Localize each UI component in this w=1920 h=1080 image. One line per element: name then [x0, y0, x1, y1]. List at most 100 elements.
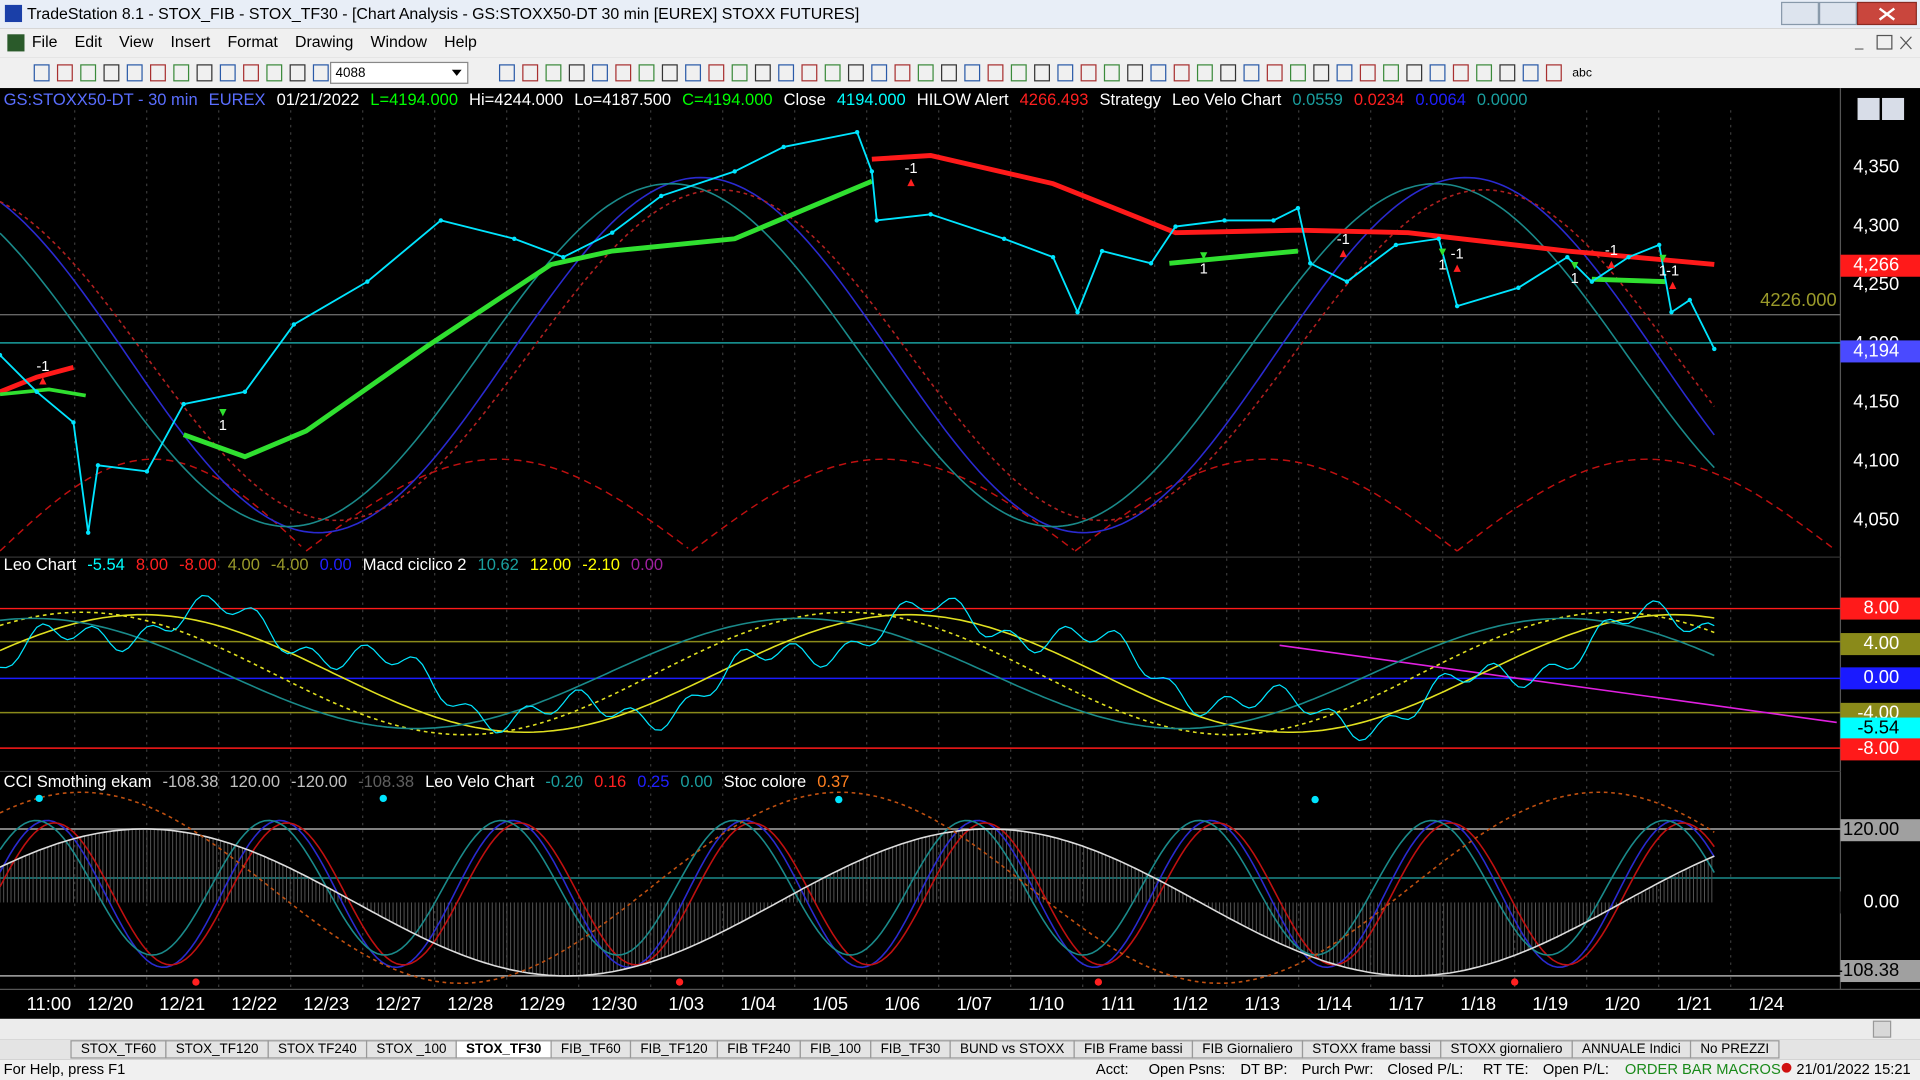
stoc-dot [1511, 978, 1519, 986]
chart-minimize[interactable] [1857, 97, 1880, 120]
tab-label: STOX_TF30 [466, 1041, 541, 1056]
tool-button[interactable] [312, 64, 329, 82]
tool-button[interactable] [1266, 64, 1283, 82]
tool-button[interactable] [941, 64, 957, 82]
axis-value-box-text: 0.00 [1863, 666, 1899, 687]
tool-button[interactable] [126, 64, 143, 82]
tool-button[interactable] [1173, 64, 1190, 82]
price-dot [869, 169, 875, 174]
tool-button[interactable] [1336, 64, 1353, 82]
tool-button[interactable] [592, 64, 608, 82]
tool-button[interactable] [568, 64, 585, 82]
chart-restore[interactable] [1882, 97, 1905, 120]
tool-button[interactable] [1220, 64, 1237, 82]
cycle-arc [305, 458, 689, 552]
tool-button[interactable] [847, 64, 864, 82]
tool-button[interactable] [1103, 64, 1120, 82]
tool-button[interactable] [894, 64, 911, 82]
tool-button[interactable] [661, 64, 678, 82]
tool-button[interactable] [638, 64, 655, 82]
menu-item[interactable]: Insert [171, 34, 211, 51]
tool-button[interactable] [987, 64, 1004, 82]
menu-item[interactable]: Drawing [295, 34, 353, 51]
tool-button[interactable] [917, 64, 934, 82]
tool-button[interactable] [1406, 64, 1423, 82]
tool-button[interactable] [1476, 64, 1493, 82]
tool-button[interactable] [731, 64, 748, 82]
tool-button[interactable] [1522, 64, 1539, 82]
time-axis-label: 1/03 [668, 993, 704, 1014]
menu-item[interactable]: File [32, 34, 58, 51]
tool-button[interactable] [80, 64, 97, 82]
tool-button[interactable] [1545, 64, 1562, 82]
tool-button[interactable] [871, 64, 888, 82]
symbol-combo[interactable] [330, 61, 469, 84]
tab[interactable] [1689, 1040, 1780, 1059]
tool-button[interactable] [173, 64, 190, 82]
tool-button[interactable] [219, 64, 236, 82]
window-title: TradeStation 8.1 - STOX_FIB - STOX_TF30 … [27, 6, 859, 23]
tool-button[interactable] [801, 64, 818, 82]
tool-button[interactable] [1243, 64, 1260, 82]
time-axis-label: 12/28 [447, 993, 493, 1014]
tool-button[interactable] [56, 64, 73, 82]
tool-button[interactable] [498, 64, 515, 82]
tool-button[interactable] [1359, 64, 1376, 82]
tool-button[interactable] [1452, 64, 1469, 82]
tool-button[interactable] [1057, 64, 1074, 82]
pane-header-item: 0.16 [594, 772, 626, 791]
tool-button[interactable] [1010, 64, 1027, 82]
price-dot [1308, 261, 1313, 266]
tool-button[interactable] [196, 64, 213, 82]
price-axis-label: 4,150 [1853, 391, 1899, 412]
tool-button[interactable] [615, 64, 632, 82]
price-dot [732, 169, 737, 174]
scrollbar[interactable] [0, 1018, 1920, 1040]
menu-item[interactable]: Edit [75, 34, 103, 51]
mdi-close[interactable] [1899, 36, 1912, 50]
menu-item[interactable]: Format [227, 34, 278, 51]
tool-button[interactable] [1499, 64, 1516, 82]
tool-button[interactable] [289, 64, 306, 82]
tool-button[interactable] [754, 64, 771, 82]
tool-button[interactable] [964, 64, 981, 82]
minimize-button[interactable] [1781, 1, 1819, 26]
pane-header-item: 0.00 [631, 555, 663, 574]
tool-button[interactable] [1429, 64, 1446, 82]
tool-button[interactable] [150, 64, 166, 82]
tool-button[interactable] [778, 64, 795, 82]
maximize-button[interactable] [1818, 1, 1857, 26]
price-dot [1393, 242, 1399, 248]
tool-button[interactable] [33, 64, 50, 82]
menu-item[interactable]: Help [444, 34, 477, 51]
tool-button[interactable] [1290, 64, 1306, 82]
tool-button[interactable] [708, 64, 725, 82]
tool-button[interactable] [1080, 64, 1097, 82]
tool-button[interactable] [522, 64, 539, 82]
mdi-minimize[interactable]: _ [1854, 35, 1864, 51]
tool-button[interactable] [824, 64, 841, 82]
tool-button[interactable] [1196, 64, 1213, 82]
velo-teal [0, 819, 1715, 956]
tool-button[interactable] [1313, 64, 1330, 82]
status-help: For Help, press F1 [4, 1062, 126, 1078]
tab-label: STOXX frame bassi [1312, 1041, 1431, 1056]
tool-button[interactable] [1150, 64, 1167, 82]
signal-label: -1 [1337, 232, 1350, 248]
tool-button[interactable] [103, 64, 120, 82]
text-tool[interactable]: abc [1572, 66, 1592, 80]
tool-button[interactable] [243, 64, 259, 82]
tool-button[interactable] [1034, 64, 1050, 82]
mdi-restore[interactable] [1876, 34, 1893, 50]
scroll-thumb[interactable] [1872, 1020, 1892, 1038]
axis-value-box-text: 120.00 [1843, 818, 1899, 839]
tool-button[interactable] [685, 64, 702, 82]
tool-button[interactable] [1127, 64, 1144, 82]
menu-item[interactable]: View [119, 34, 154, 51]
tool-button[interactable] [266, 64, 283, 82]
menu-item[interactable]: Window [370, 34, 427, 51]
cycle-arc [1074, 458, 1458, 552]
tool-button[interactable] [1383, 64, 1399, 82]
pane-header-item: -120.00 [291, 772, 347, 791]
tool-button[interactable] [545, 64, 562, 82]
